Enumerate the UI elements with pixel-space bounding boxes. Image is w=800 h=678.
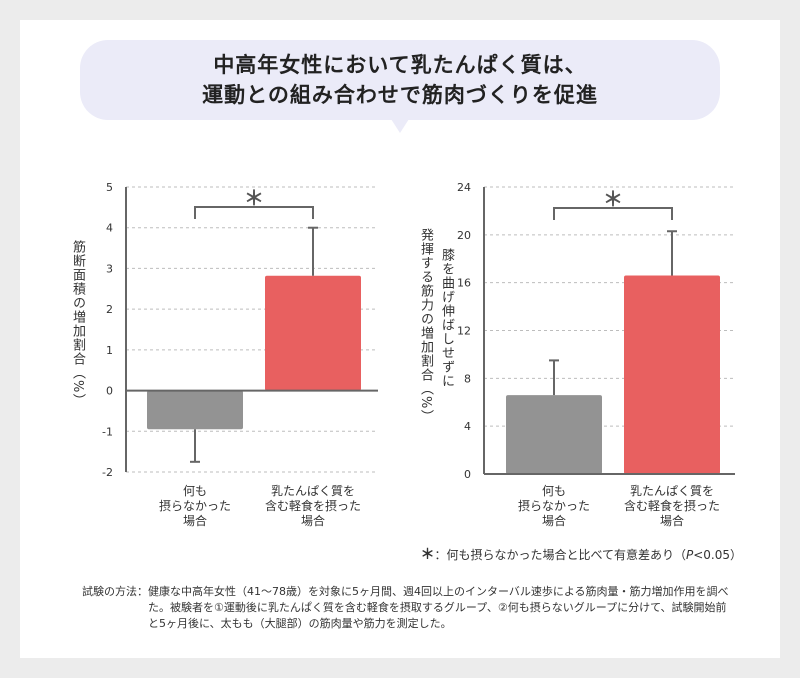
chart2-significance-star: ＊ (603, 187, 623, 211)
chart2-ytick-label: 24 (457, 181, 471, 194)
chart1-category-2: 乳たんぱく質を 含む軽食を摂った 場合 (264, 484, 361, 528)
chart1-ylabel: 筋断面積の増加割合（%） (70, 240, 85, 408)
chart2-bar-1 (506, 395, 602, 474)
chart2-ylabel-line-1: 膝を曲げ伸ばしせずに (439, 248, 454, 388)
method-text: 健康な中高年女性（41〜78歳）を対象に5ヶ月間、週4回以上のインターバル速歩に… (148, 585, 729, 630)
chart2-significance-bracket (553, 207, 673, 220)
chart2-ytick-label: 8 (464, 372, 471, 385)
method-section: 試験の方法： 健康な中高年女性（41〜78歳）を対象に5ヶ月間、週4回以上のイン… (82, 584, 732, 632)
chart1-ytick-label: 0 (106, 385, 113, 398)
note-p: P (685, 548, 694, 562)
chart2-ytick-label: 16 (457, 277, 471, 290)
title-line-2: 運動との組み合わせで筋肉づくりを促進 (202, 83, 598, 107)
chart2-ytick-label: 0 (464, 468, 471, 481)
chart1-ytick-label: 3 (106, 262, 113, 275)
chart1-significance-star: ＊ (244, 186, 264, 210)
chart1-category-1: 何も 摂らなかった 場合 (158, 484, 231, 528)
chart2-category-1: 何も 摂らなかった 場合 (517, 484, 590, 528)
chart2-bar-2 (624, 275, 720, 474)
chart1-ytick-label: 5 (106, 181, 113, 194)
chart2-ytick-label: 20 (457, 229, 471, 242)
note-star: ＊ (420, 547, 435, 563)
method-label: 試験の方法： (82, 585, 148, 598)
chart2-ytick-label: 4 (464, 420, 471, 433)
chart2-ylabel-line-2: 発揮する筋力の増加割合（%） (418, 228, 433, 424)
chart1-ytick-label: 2 (106, 303, 113, 316)
chart1-ytick-label: 4 (106, 222, 113, 235)
significance-note: ＊：何も摂らなかった場合と比べて有意差あり（P<0.05） (420, 544, 742, 564)
chart2-category-2: 乳たんぱく質を 含む軽食を摂った 場合 (623, 484, 720, 528)
note-text: ：何も摂らなかった場合と比べて有意差あり（ (434, 548, 686, 562)
note-p-value: <0.05） (693, 548, 742, 562)
chart1-bar-2 (265, 275, 361, 391)
chart1-ytick-label: -1 (102, 425, 113, 438)
chart2-ytick-label: 12 (457, 325, 471, 338)
title-line-1: 中高年女性において乳たんぱく質は、 (213, 53, 587, 77)
chart1-ytick-label: -2 (102, 466, 113, 479)
chart1-significance-bracket (194, 206, 314, 219)
chart1-bar-1 (147, 390, 243, 430)
title-bubble: 中高年女性において乳たんぱく質は、 運動との組み合わせで筋肉づくりを促進 (80, 40, 720, 133)
chart1-ytick-label: 1 (106, 344, 113, 357)
